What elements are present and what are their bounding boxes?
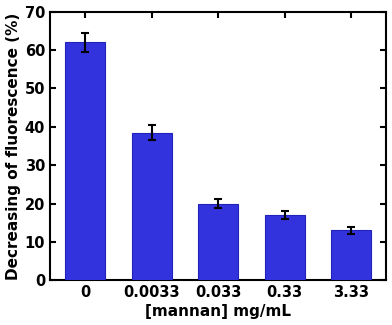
- X-axis label: [mannan] mg/mL: [mannan] mg/mL: [145, 305, 291, 319]
- Bar: [265, 215, 305, 280]
- Bar: [198, 203, 238, 280]
- Bar: [132, 133, 172, 280]
- Bar: [331, 230, 371, 280]
- Bar: [65, 42, 105, 280]
- Y-axis label: Decreasing of fluorescence (%): Decreasing of fluorescence (%): [5, 12, 20, 280]
